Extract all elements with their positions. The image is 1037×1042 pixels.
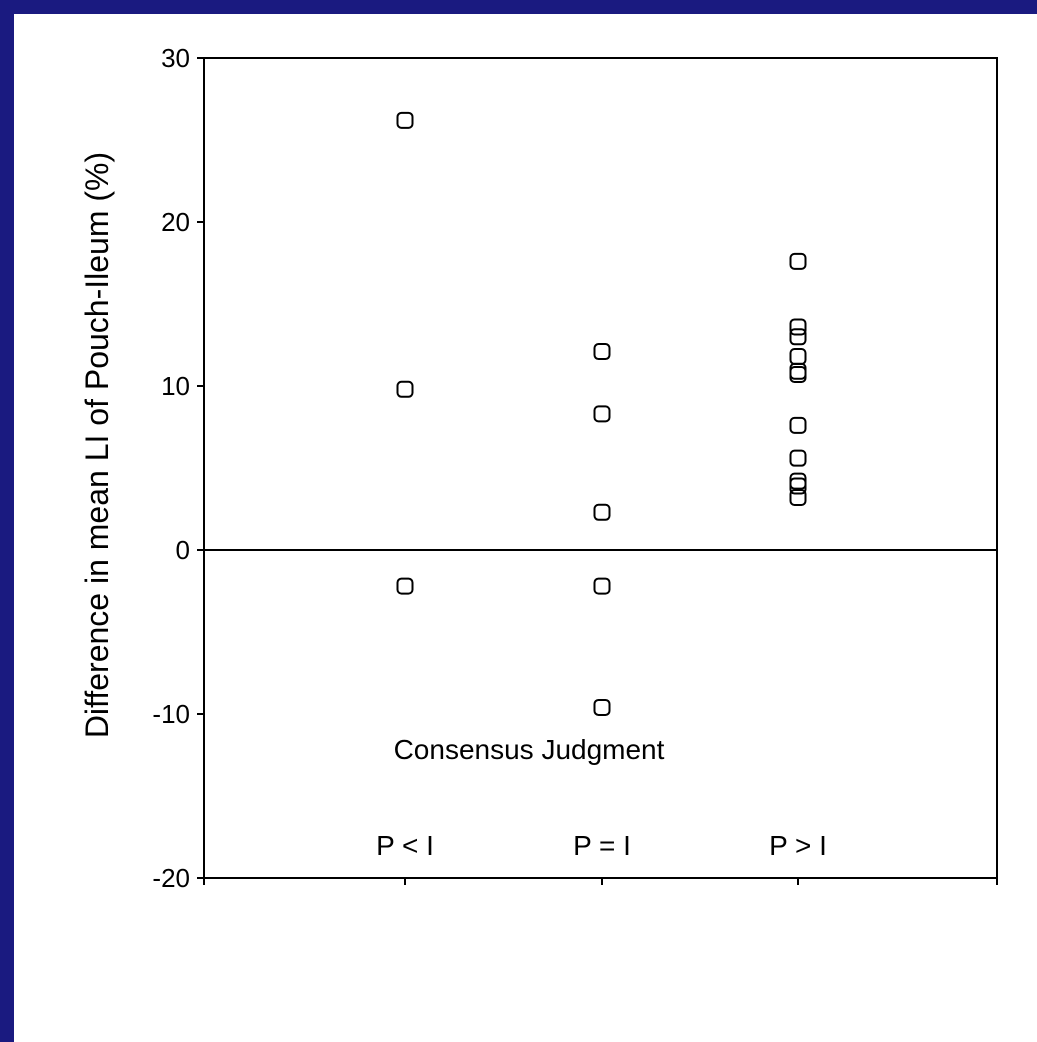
y-tick-label: -20 — [152, 863, 190, 893]
y-tick-label: 30 — [161, 43, 190, 73]
data-point — [789, 449, 807, 467]
data-point — [789, 362, 807, 380]
data-point — [396, 111, 414, 129]
data-point — [789, 477, 807, 495]
data-point — [789, 472, 807, 490]
data-point — [789, 416, 807, 434]
data-point — [396, 380, 414, 398]
plot-area-frame — [203, 57, 998, 879]
data-point — [789, 318, 807, 336]
x-tick-label: P < I — [376, 830, 434, 861]
data-point — [593, 577, 611, 595]
data-point — [789, 347, 807, 365]
y-axis-label: Difference in mean LI of Pouch-Ileum (%) — [79, 152, 115, 738]
data-point — [789, 252, 807, 270]
y-tick-label: 0 — [176, 535, 190, 565]
data-point — [396, 577, 414, 595]
x-tick-label: P = I — [573, 830, 631, 861]
data-point — [789, 328, 807, 346]
scatter-chart: 30 20 10 0 -10 -20 P < I P = I P > I Consensus … — [79, 43, 998, 893]
x-tick-label: P > I — [769, 830, 827, 861]
y-tick-label: 20 — [161, 207, 190, 237]
data-point — [593, 698, 611, 716]
data-point — [593, 343, 611, 361]
x-axis-label: Consensus Judgment — [394, 734, 665, 765]
slide-background: 30 20 10 0 -10 -20 P < I P = I P > I Consensus … — [14, 14, 1037, 1042]
data-point — [593, 503, 611, 521]
data-point — [789, 366, 807, 384]
y-tick-label: 10 — [161, 371, 190, 401]
data-point — [789, 489, 807, 507]
y-tick-label: -10 — [152, 699, 190, 729]
data-point — [593, 405, 611, 423]
